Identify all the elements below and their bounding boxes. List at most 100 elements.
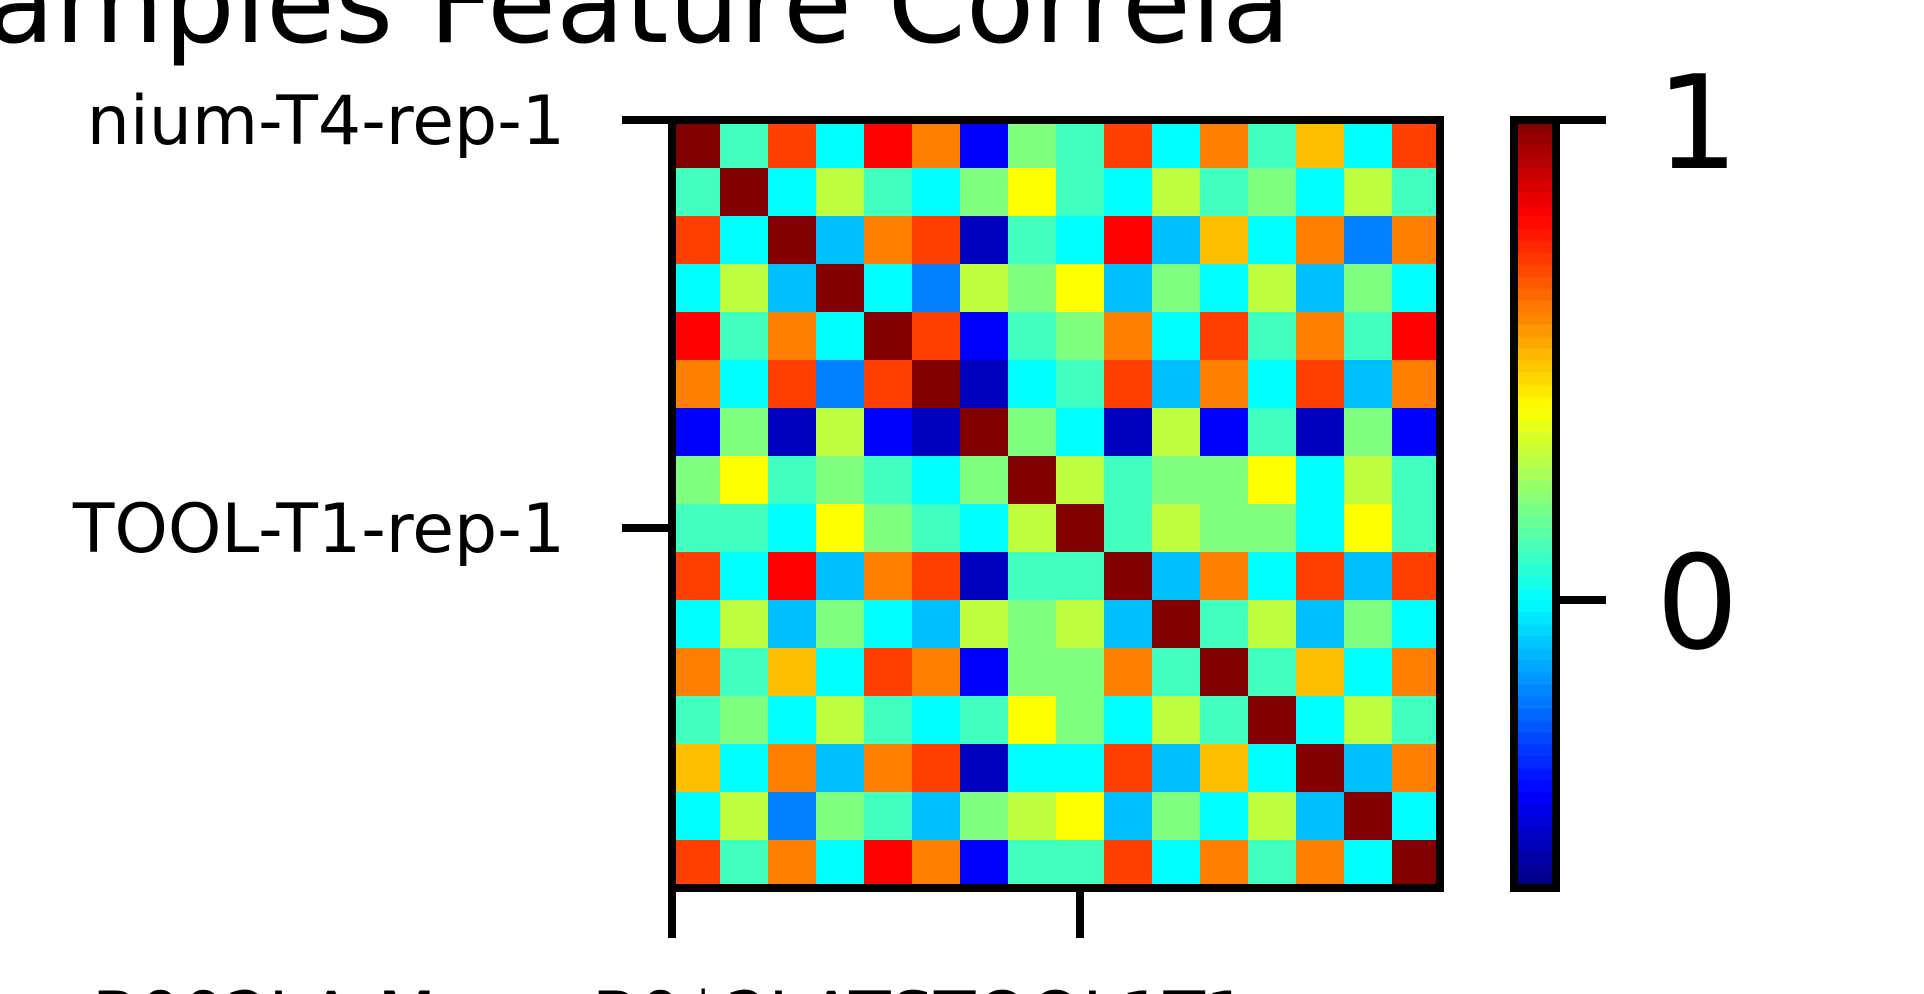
heatmap-cell	[1152, 120, 1201, 169]
heatmap-cell	[720, 120, 769, 169]
heatmap-cell	[1200, 792, 1249, 841]
heatmap-cell	[1104, 408, 1153, 457]
heatmap-cell	[1056, 840, 1105, 889]
colorbar-segment	[1514, 732, 1556, 745]
heatmap-cell	[1248, 168, 1297, 217]
heatmap-cell	[960, 120, 1009, 169]
heatmap-cell	[1296, 840, 1345, 889]
heatmap-cell	[768, 312, 817, 361]
heatmap-cell	[1152, 504, 1201, 553]
heatmap-cell	[1008, 744, 1057, 793]
heatmap-cell	[768, 648, 817, 697]
heatmap-cell	[1248, 504, 1297, 553]
colorbar-segment	[1514, 456, 1556, 469]
colorbar-segment	[1514, 684, 1556, 697]
heatmap-cell	[1104, 360, 1153, 409]
heatmap-cell	[1248, 216, 1297, 265]
heatmap-cell	[1392, 792, 1441, 841]
heatmap-cell	[1056, 792, 1105, 841]
colorbar-segment	[1514, 372, 1556, 385]
heatmap-cell	[960, 456, 1009, 505]
heatmap-cell	[1296, 696, 1345, 745]
heatmap-cell	[1344, 648, 1393, 697]
heatmap-cell	[720, 264, 769, 313]
heatmap-cell	[1248, 264, 1297, 313]
heatmap-cell	[1344, 216, 1393, 265]
heatmap-cell	[1296, 168, 1345, 217]
colorbar-segment	[1514, 420, 1556, 433]
heatmap-cell	[960, 408, 1009, 457]
colorbar-segment	[1514, 504, 1556, 517]
heatmap-cell	[864, 408, 913, 457]
heatmap-cell	[720, 648, 769, 697]
heatmap-cell	[912, 696, 961, 745]
heatmap-cell	[960, 168, 1009, 217]
heatmap-cell	[1200, 744, 1249, 793]
heatmap-cell	[1056, 168, 1105, 217]
colorbar-frame	[1510, 116, 1560, 892]
colorbar-segment	[1514, 708, 1556, 721]
heatmap-cell	[1152, 408, 1201, 457]
heatmap-cell	[1344, 312, 1393, 361]
colorbar-segment	[1514, 408, 1556, 421]
colorbar-segment	[1514, 156, 1556, 169]
heatmap-cell	[1344, 600, 1393, 649]
heatmap-cell	[816, 360, 865, 409]
heatmap-cell	[864, 120, 913, 169]
heatmap-cell	[1008, 552, 1057, 601]
heatmap-cell	[960, 840, 1009, 889]
heatmap-cell	[960, 360, 1009, 409]
heatmap-cell	[1344, 840, 1393, 889]
heatmap-cell	[720, 552, 769, 601]
colorbar-segment	[1514, 516, 1556, 529]
heatmap-cell	[672, 264, 721, 313]
colorbar-segment	[1514, 756, 1556, 769]
heatmap-cell	[912, 312, 961, 361]
heatmap-cell	[1344, 504, 1393, 553]
heatmap-cell	[1152, 552, 1201, 601]
colorbar-segment	[1514, 768, 1556, 781]
heatmap-cell	[864, 744, 913, 793]
heatmap-cell	[912, 648, 961, 697]
heatmap-cell	[1056, 456, 1105, 505]
heatmap-cell	[864, 264, 913, 313]
heatmap-cell	[1392, 648, 1441, 697]
heatmap-cell	[1392, 696, 1441, 745]
heatmap-cell	[1104, 120, 1153, 169]
heatmap-cell	[912, 168, 961, 217]
colorbar-segment	[1514, 336, 1556, 349]
heatmap-cell	[1200, 840, 1249, 889]
heatmap-cell	[1152, 264, 1201, 313]
heatmap-cell	[768, 264, 817, 313]
heatmap-cell	[864, 648, 913, 697]
heatmap-cell	[1296, 216, 1345, 265]
colorbar-segment	[1514, 288, 1556, 301]
heatmap-cell	[816, 792, 865, 841]
heatmap-cell	[1008, 216, 1057, 265]
colorbar-segment	[1514, 672, 1556, 685]
heatmap-cell	[672, 408, 721, 457]
heatmap-cell	[672, 744, 721, 793]
heatmap-cell	[720, 216, 769, 265]
colorbar-segment	[1514, 792, 1556, 805]
colorbar-segment	[1514, 648, 1556, 661]
heatmap-cell	[768, 168, 817, 217]
colorbar-segment	[1514, 384, 1556, 397]
heatmap-cell	[1152, 312, 1201, 361]
heatmap-cell	[1392, 312, 1441, 361]
heatmap-cell	[1008, 120, 1057, 169]
colorbar-segment	[1514, 324, 1556, 337]
heatmap-cell	[672, 840, 721, 889]
heatmap-cell	[1392, 408, 1441, 457]
heatmap-cell	[1344, 264, 1393, 313]
colorbar-segment	[1514, 132, 1556, 145]
heatmap-cell	[1296, 360, 1345, 409]
heatmap-cell	[1008, 456, 1057, 505]
heatmap-cell	[960, 792, 1009, 841]
heatmap-cell	[1056, 264, 1105, 313]
heatmap-cell	[672, 312, 721, 361]
heatmap-cell	[912, 792, 961, 841]
colorbar-segment	[1514, 264, 1556, 277]
heatmap-cell	[1056, 360, 1105, 409]
